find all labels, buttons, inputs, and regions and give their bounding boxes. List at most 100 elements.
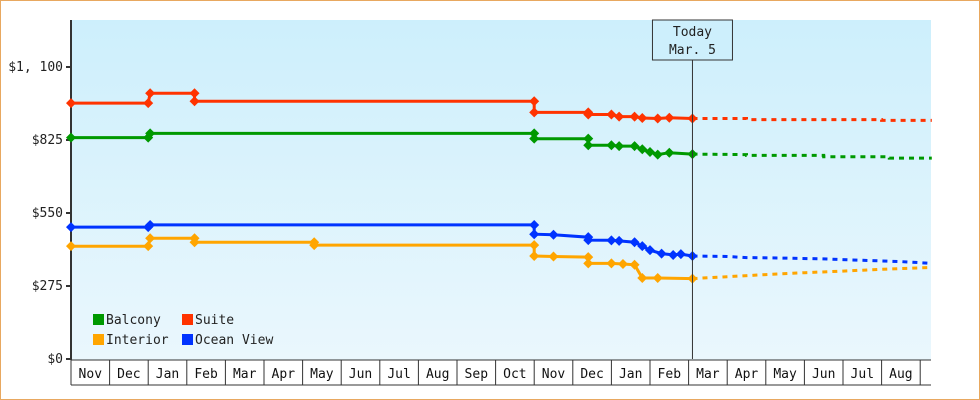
data-point-marker[interactable] — [606, 140, 617, 151]
data-point-marker[interactable] — [143, 98, 154, 109]
data-point-marker[interactable] — [637, 273, 648, 284]
x-month-label: Nov — [79, 367, 103, 382]
x-month-label: Feb — [658, 367, 682, 382]
data-point-marker[interactable] — [614, 235, 625, 246]
x-month-label: Jun — [349, 367, 372, 382]
data-point-marker[interactable] — [145, 128, 156, 139]
data-point-marker[interactable] — [548, 229, 559, 240]
data-point-marker[interactable] — [664, 112, 675, 123]
data-point-marker[interactable] — [529, 96, 540, 107]
legend-swatch — [93, 314, 104, 325]
y-tick-label: $1, 100 — [8, 60, 63, 75]
data-point-marker[interactable] — [606, 109, 617, 120]
data-point-marker[interactable] — [629, 111, 640, 122]
data-point-marker[interactable] — [675, 249, 686, 260]
legend-swatch — [93, 334, 104, 345]
legend-label: Suite — [195, 313, 234, 328]
x-axis: Nov Dec Jan Feb Mar Apr May Jun Jul Aug Sep Oct Nov D… — [70, 359, 931, 386]
legend: Balcony Suite Interior Ocean View — [93, 313, 273, 348]
data-point-marker[interactable] — [583, 133, 594, 144]
x-month-label: Apr — [272, 367, 296, 382]
x-month-label: Jul — [851, 367, 874, 382]
data-point-marker[interactable] — [529, 133, 540, 144]
data-point-marker[interactable] — [529, 240, 540, 251]
data-point-marker[interactable] — [629, 141, 640, 152]
data-point-marker[interactable] — [66, 241, 76, 252]
series-balcony — [66, 128, 932, 160]
series-lines — [66, 88, 932, 284]
data-point-marker[interactable] — [606, 258, 617, 269]
legend-label: Interior — [106, 333, 169, 348]
x-month-label: Apr — [735, 367, 759, 382]
legend-item-suite[interactable]: Suite — [182, 313, 234, 328]
data-point-marker[interactable] — [66, 132, 76, 143]
data-point-marker[interactable] — [583, 140, 594, 151]
data-point-marker[interactable] — [617, 258, 628, 269]
data-point-marker[interactable] — [652, 149, 663, 160]
data-point-marker[interactable] — [189, 88, 200, 99]
data-point-marker[interactable] — [614, 111, 625, 122]
legend-item-interior[interactable]: Interior — [93, 333, 169, 348]
data-point-marker[interactable] — [66, 222, 76, 233]
data-point-marker[interactable] — [645, 146, 655, 157]
x-month-label: May — [773, 367, 797, 382]
x-month-label: Nov — [542, 367, 566, 382]
x-month-label: Jan — [619, 367, 642, 382]
y-axis: $0 $275 $550 $825 $1, 100 — [8, 20, 72, 367]
data-point-marker[interactable] — [637, 144, 648, 155]
data-point-marker[interactable] — [189, 237, 200, 248]
x-month-label: Mar — [696, 367, 720, 382]
x-month-label: May — [310, 367, 334, 382]
data-point-marker[interactable] — [629, 237, 640, 248]
legend-item-ocean-view[interactable]: Ocean View — [182, 333, 273, 348]
data-point-marker[interactable] — [145, 233, 156, 244]
data-point-marker[interactable] — [66, 98, 76, 109]
x-month-label: Dec — [580, 367, 603, 382]
data-point-marker[interactable] — [645, 245, 655, 256]
series-suite — [66, 88, 932, 124]
x-month-label: Sep — [465, 367, 489, 382]
data-point-marker[interactable] — [145, 88, 156, 99]
x-month-label: Jul — [387, 367, 410, 382]
data-point-marker[interactable] — [652, 113, 663, 124]
data-point-marker[interactable] — [529, 251, 540, 262]
y-tick-label: $275 — [32, 279, 63, 294]
data-point-marker[interactable] — [529, 107, 540, 118]
data-point-marker[interactable] — [668, 249, 679, 260]
series-ocean-view — [66, 219, 932, 265]
legend-item-balcony[interactable]: Balcony — [93, 313, 161, 328]
data-point-marker[interactable] — [583, 235, 594, 246]
series-interior — [66, 233, 932, 284]
x-month-label: Aug — [426, 367, 449, 382]
data-point-marker[interactable] — [583, 252, 594, 263]
plot-area — [71, 20, 931, 360]
data-point-marker[interactable] — [652, 273, 663, 284]
data-point-marker[interactable] — [529, 128, 540, 139]
x-month-label: Jun — [812, 367, 835, 382]
data-point-marker[interactable] — [637, 241, 648, 252]
x-month-label: Feb — [194, 367, 218, 382]
data-point-marker[interactable] — [189, 96, 200, 107]
y-tick-label: $550 — [32, 206, 63, 221]
data-point-marker[interactable] — [309, 240, 320, 251]
data-point-marker[interactable] — [614, 141, 625, 152]
data-point-marker[interactable] — [656, 248, 667, 259]
data-point-marker[interactable] — [606, 235, 617, 246]
today-marker: Today Mar. 5 — [651, 19, 733, 359]
data-point-marker[interactable] — [637, 112, 648, 123]
data-point-marker[interactable] — [145, 219, 156, 230]
data-point-marker[interactable] — [529, 219, 540, 230]
data-point-marker[interactable] — [629, 259, 640, 270]
data-point-marker[interactable] — [548, 251, 559, 262]
data-point-marker[interactable] — [529, 229, 540, 240]
x-month-label: Oct — [503, 367, 526, 382]
legend-label: Ocean View — [195, 333, 273, 348]
x-month-label: Jan — [156, 367, 179, 382]
data-point-marker[interactable] — [583, 109, 594, 120]
legend-swatch — [182, 334, 193, 345]
data-point-marker[interactable] — [583, 258, 594, 269]
data-point-marker[interactable] — [664, 147, 675, 158]
legend-label: Balcony — [106, 313, 161, 328]
data-point-marker[interactable] — [143, 241, 154, 252]
